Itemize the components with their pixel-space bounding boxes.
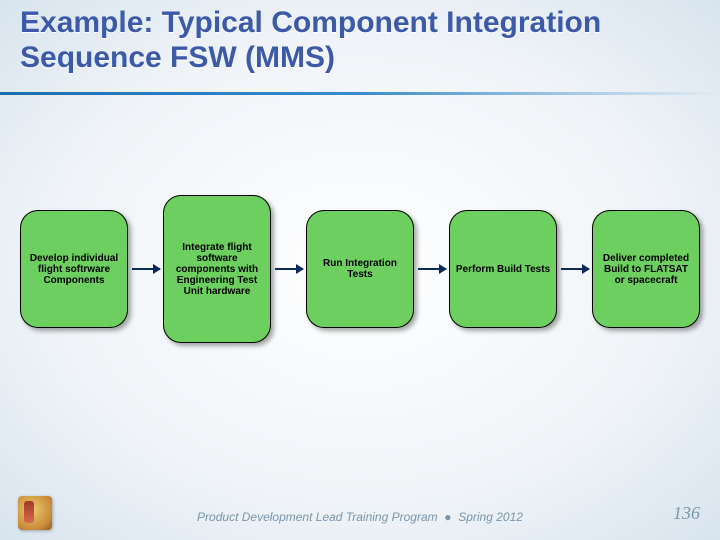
- flow-arrow-2: [275, 268, 303, 270]
- flow-node-n4: Perform Build Tests: [449, 210, 557, 328]
- flow-arrow-3: [418, 268, 446, 270]
- footer-right: Spring 2012: [458, 510, 523, 524]
- flowchart: Develop individual flight softrware Comp…: [20, 195, 700, 343]
- flow-node-n2: Integrate flight software components wit…: [163, 195, 271, 343]
- flow-node-n3: Run Integration Tests: [306, 210, 414, 328]
- program-logo-icon: [18, 496, 52, 530]
- footer: Product Development Lead Training Progra…: [0, 510, 720, 524]
- title-underline: [0, 92, 720, 95]
- page-number: 136: [673, 503, 700, 524]
- flow-node-n1: Develop individual flight softrware Comp…: [20, 210, 128, 328]
- page-title: Example: Typical Component Integration S…: [20, 6, 700, 75]
- flow-arrow-1: [132, 268, 160, 270]
- footer-left: Product Development Lead Training Progra…: [197, 510, 438, 524]
- footer-bullet: ●: [444, 510, 451, 524]
- flow-node-n5: Deliver completed Build to FLATSAT or sp…: [592, 210, 700, 328]
- flow-arrow-4: [561, 268, 589, 270]
